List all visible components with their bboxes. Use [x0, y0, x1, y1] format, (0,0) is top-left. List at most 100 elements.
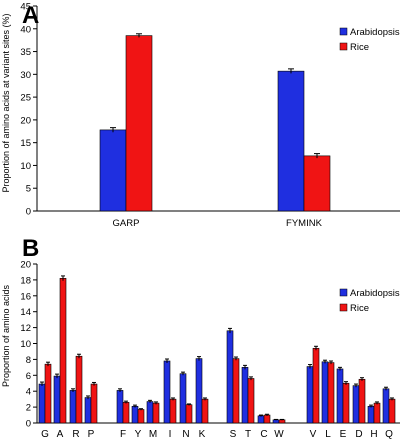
- x-category-label: A: [57, 429, 64, 440]
- panel-b: B Proportion of amino acids 0 2 4 6 8 10 12 14 1…: [1, 235, 400, 440]
- panel-b-letter: B: [22, 235, 39, 262]
- y-tick-label: 40: [20, 24, 31, 35]
- bar-arabidopsis-t: [241, 367, 249, 424]
- y-tick-label: 0: [26, 207, 31, 218]
- bar-arabidopsis-s: [226, 330, 234, 424]
- y-tick-label: 6: [26, 371, 31, 382]
- x-category-label: R: [72, 429, 79, 440]
- y-tick-label: 8: [26, 355, 31, 366]
- panel-b-y-axis-label: Proportion of amino acids: [1, 284, 11, 387]
- x-category-label: F: [120, 429, 126, 440]
- bar-rice-r: [75, 355, 83, 424]
- bar-rice-l: [327, 362, 335, 424]
- bar-arabidopsis-p: [84, 397, 92, 424]
- bar-rice-c: [263, 414, 271, 424]
- x-category-label: S: [230, 429, 237, 440]
- bar-arabidopsis-garp: [99, 129, 127, 212]
- bar-rice-garp: [125, 35, 153, 212]
- x-category-label: W: [274, 429, 284, 440]
- x-category-label: GARP: [113, 218, 140, 229]
- y-tick-label: 14: [20, 307, 31, 318]
- panel-a-bars: [99, 33, 331, 212]
- bar-rice-s: [232, 358, 240, 424]
- bar-rice-d: [358, 378, 366, 424]
- panel-a-y-ticks: 0 5 10 15 20 25 30 35 40 45: [20, 2, 37, 218]
- legend-swatch-arabidopsis: [339, 27, 348, 36]
- x-category-label: C: [260, 429, 267, 440]
- bar-arabidopsis-g: [38, 383, 46, 424]
- y-tick-label: 4: [26, 387, 31, 398]
- bar-arabidopsis-v: [306, 366, 314, 424]
- panel-a-categories: GARP FYMINK: [113, 218, 323, 229]
- bar-rice-v: [312, 347, 320, 424]
- bar-arabidopsis-m: [146, 401, 154, 424]
- legend-swatch-rice: [339, 42, 348, 51]
- bar-arabidopsis-d: [352, 385, 360, 424]
- bar-rice-i: [169, 398, 177, 424]
- panel-a-y-axis-label: Proportion of amino acids at variant sit…: [1, 13, 11, 192]
- y-tick-label: 35: [20, 47, 31, 58]
- legend-label-arabidopsis: Arabidopsis: [350, 27, 400, 38]
- x-category-label: P: [88, 429, 95, 440]
- bar-arabidopsis-e: [336, 368, 344, 424]
- legend-swatch-rice: [339, 303, 348, 312]
- bar-arabidopsis-r: [69, 390, 77, 424]
- bar-arabidopsis-k: [195, 358, 203, 424]
- legend-swatch-arabidopsis: [339, 288, 348, 297]
- bar-rice-f: [122, 402, 130, 424]
- x-category-label: G: [41, 429, 49, 440]
- bar-rice-t: [247, 378, 255, 424]
- bar-rice-g: [44, 363, 52, 424]
- panel-b-legend: Arabidopsis Rice: [339, 288, 400, 314]
- x-category-label: H: [370, 429, 377, 440]
- x-category-label: Q: [385, 429, 393, 440]
- y-tick-label: 12: [20, 323, 31, 334]
- bar-rice-h: [373, 402, 381, 424]
- x-category-label: I: [169, 429, 172, 440]
- panel-a-legend: Arabidopsis Rice: [339, 27, 400, 53]
- bar-arabidopsis-q: [382, 388, 390, 424]
- bar-rice-e: [342, 382, 350, 424]
- x-category-label: FYMINK: [286, 218, 323, 229]
- x-category-label: T: [245, 429, 251, 440]
- legend-label-rice: Rice: [350, 42, 369, 53]
- bar-rice-q: [388, 398, 396, 424]
- bar-arabidopsis-h: [367, 406, 375, 424]
- y-tick-label: 45: [20, 2, 31, 13]
- y-tick-label: 10: [20, 339, 31, 350]
- bar-arabidopsis-f: [116, 390, 124, 424]
- y-tick-label: 20: [20, 115, 31, 126]
- legend-label-rice: Rice: [350, 303, 369, 314]
- bar-arabidopsis-n: [179, 373, 187, 424]
- x-category-label: N: [182, 429, 189, 440]
- bar-rice-p: [90, 383, 98, 424]
- y-tick-label: 0: [26, 419, 31, 430]
- y-tick-label: 25: [20, 93, 31, 104]
- bar-arabidopsis-c: [257, 415, 265, 424]
- y-tick-label: 2: [26, 403, 31, 414]
- y-tick-label: 10: [20, 161, 31, 172]
- y-tick-label: 5: [26, 184, 31, 195]
- x-category-label: V: [310, 429, 317, 440]
- bar-arabidopsis-l: [321, 361, 329, 424]
- bar-rice-a: [59, 278, 67, 424]
- bar-rice-w: [278, 419, 286, 424]
- bar-rice-fymink: [303, 155, 331, 212]
- x-category-label: D: [355, 429, 362, 440]
- x-category-label: E: [340, 429, 347, 440]
- bar-arabidopsis-fymink: [277, 70, 305, 212]
- x-category-label: Y: [135, 429, 142, 440]
- legend-label-arabidopsis: Arabidopsis: [350, 288, 400, 299]
- y-tick-label: 15: [20, 138, 31, 149]
- x-category-label: M: [149, 429, 157, 440]
- panel-a: A Proportion of amino acids at variant s…: [1, 2, 400, 229]
- panel-b-y-ticks: 0 2 4 6 8 10 12 14 16 18 20: [20, 260, 37, 430]
- bar-rice-y: [137, 409, 145, 424]
- x-category-label: K: [199, 429, 206, 440]
- panel-b-bars: [38, 275, 396, 424]
- bar-rice-n: [185, 404, 193, 424]
- bar-arabidopsis-a: [53, 375, 61, 424]
- panel-a-letter: A: [22, 2, 39, 29]
